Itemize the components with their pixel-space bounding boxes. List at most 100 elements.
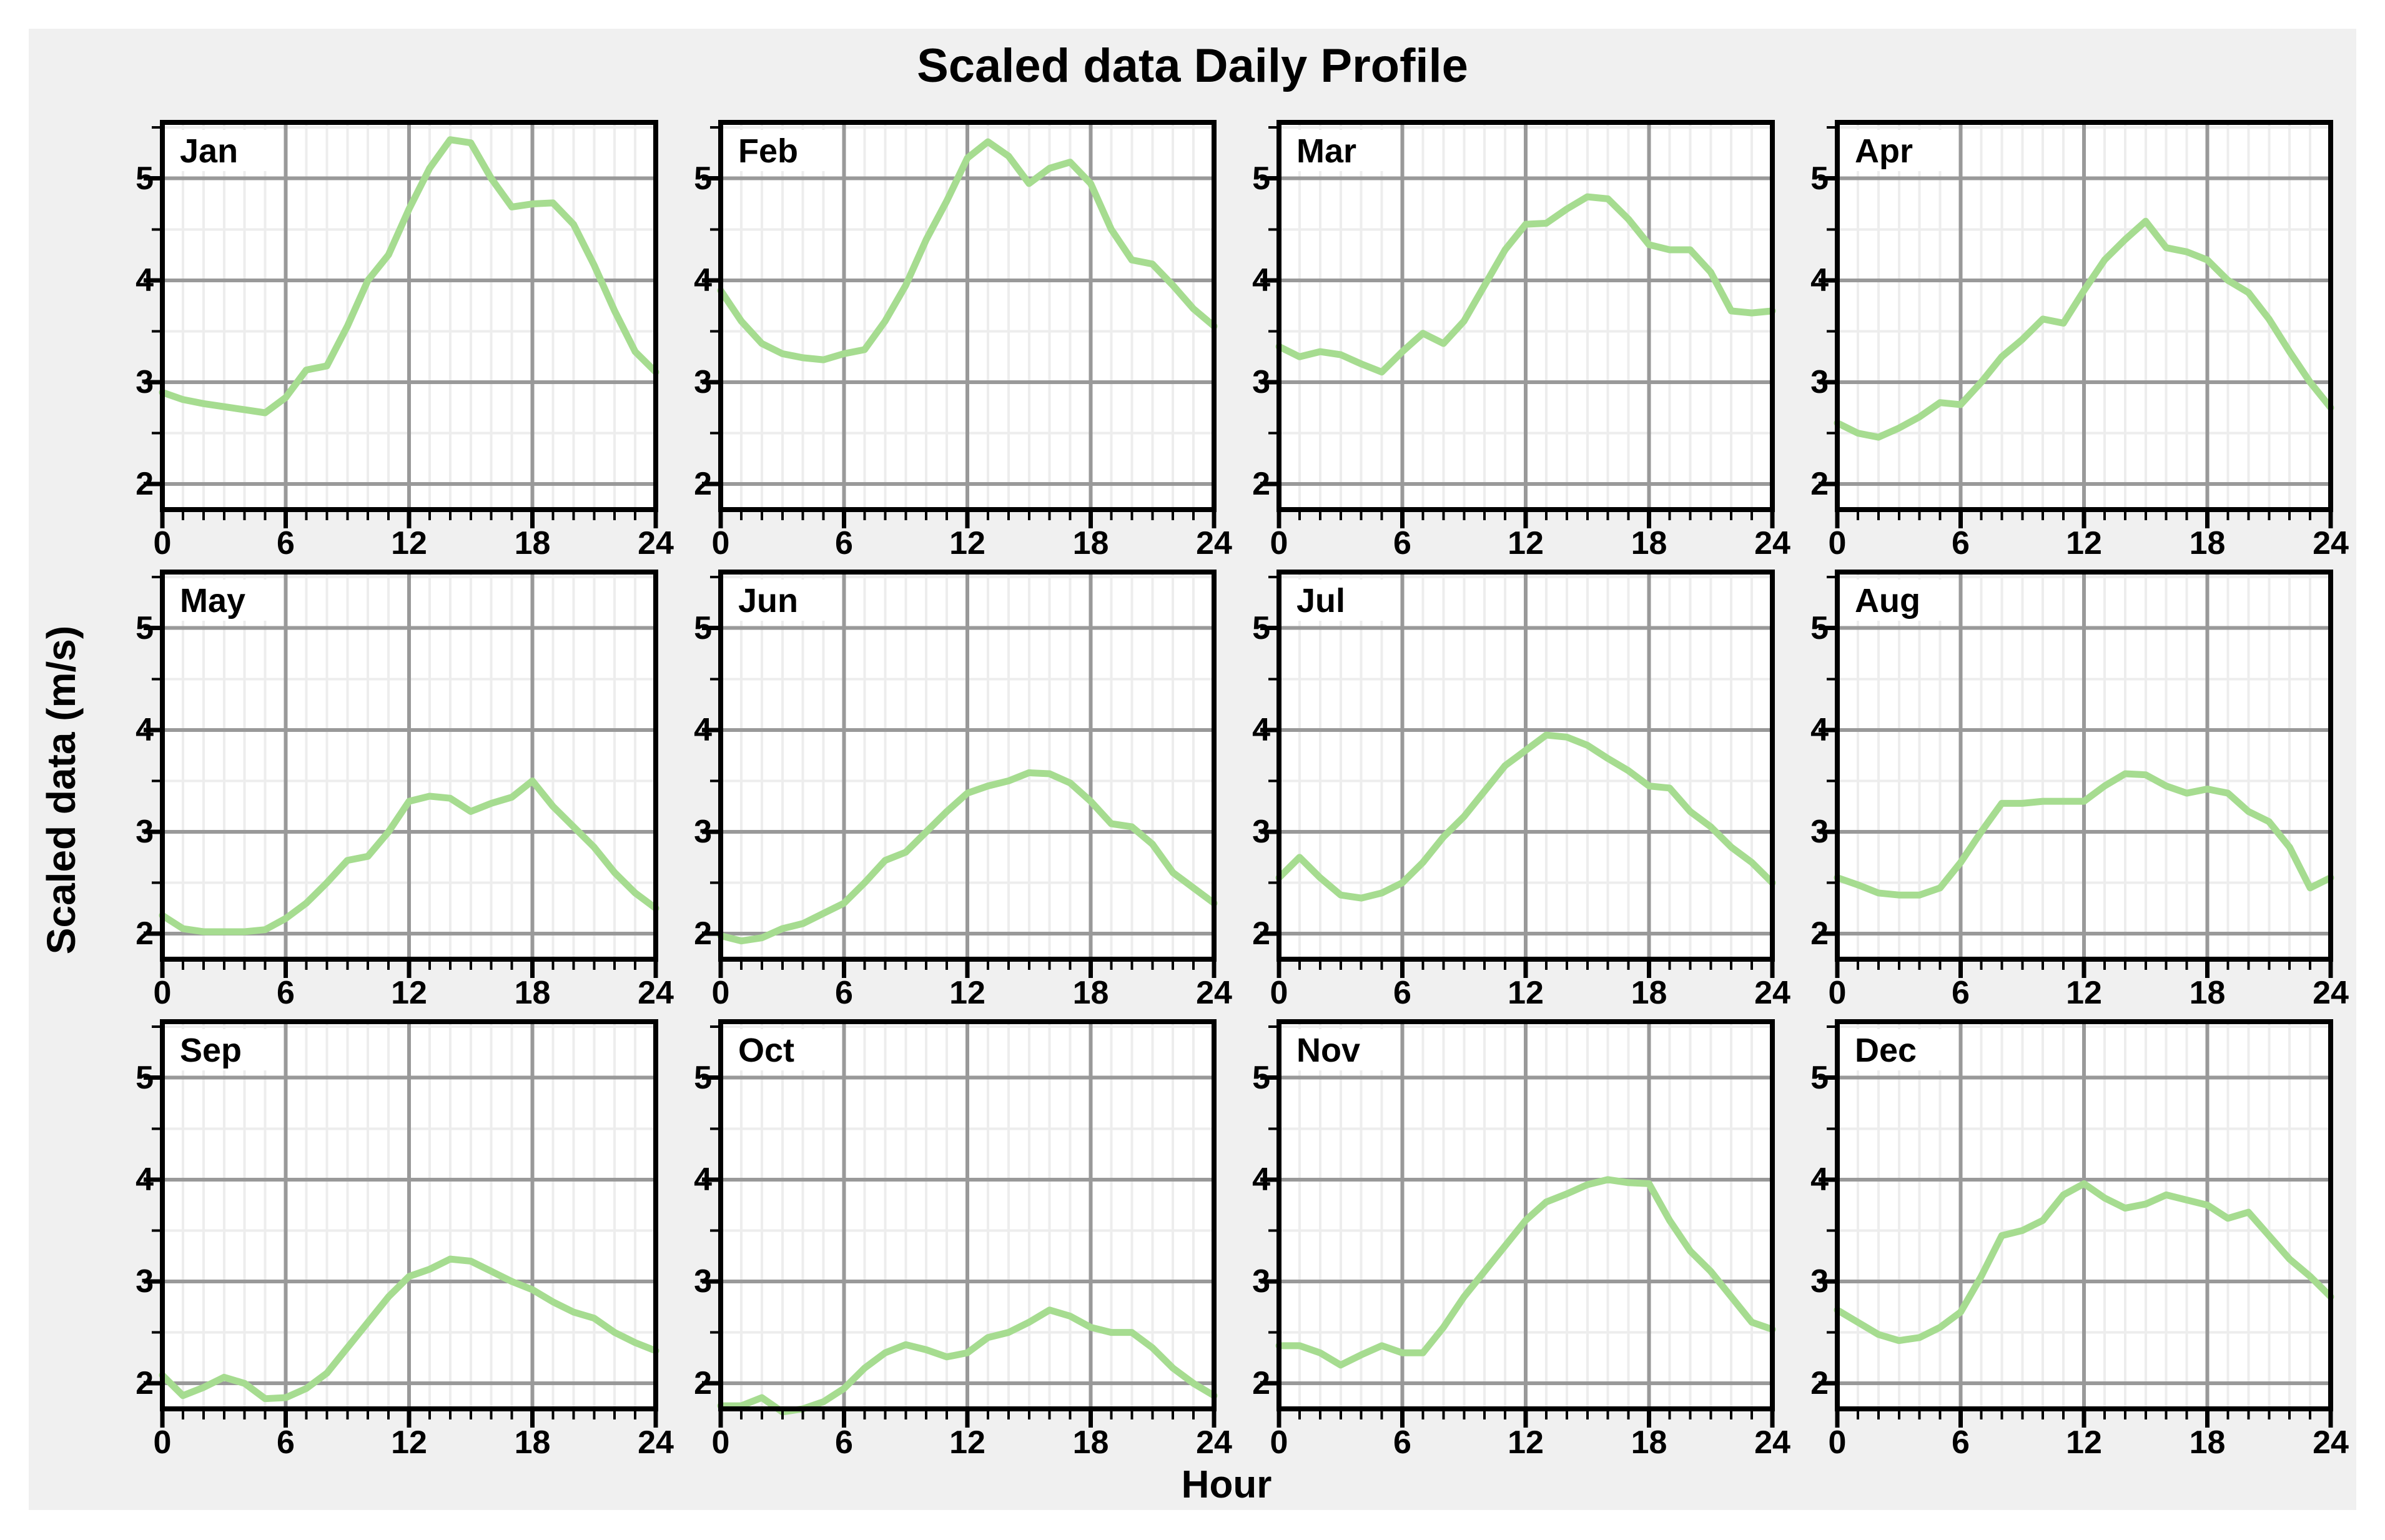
- panel-label: Jul: [1296, 582, 1345, 619]
- x-tick-labels: 0 6 12 18 24: [154, 1414, 674, 1461]
- data-line-may: [159, 777, 659, 935]
- y-axis-label: Scaled data (m/s): [39, 625, 84, 955]
- data-line-dec: [1834, 1180, 2334, 1345]
- plot-svg: Feb: [702, 120, 1218, 528]
- x-tick-label: 0: [1828, 975, 1847, 1011]
- x-tick-label: 18: [514, 1424, 551, 1461]
- plot-svg: May: [144, 570, 659, 978]
- x-tick-label: 24: [638, 1424, 674, 1461]
- x-tick-label: 12: [1508, 1424, 1544, 1461]
- x-tick-label: 12: [391, 975, 427, 1011]
- plot-svg: Jan: [144, 120, 659, 528]
- plot-frame: [1835, 120, 2333, 512]
- x-tick-label: 24: [1754, 975, 1790, 1011]
- x-axis-label: Hour: [1181, 1463, 1272, 1506]
- x-tick-label: 6: [835, 525, 853, 561]
- x-tick-label: 0: [711, 525, 730, 561]
- x-tick-label: 18: [514, 525, 551, 561]
- plot-frame: [1276, 1019, 1775, 1411]
- x-tick-label: 18: [1072, 1424, 1109, 1461]
- plot-svg: Jul: [1260, 570, 1776, 978]
- x-tick-label: 6: [835, 975, 853, 1011]
- x-tick-labels: 0 6 12 18 24: [1270, 515, 1790, 561]
- panel-label: Apr: [1855, 132, 1913, 170]
- plot-svg: Jun: [702, 570, 1218, 978]
- subplot-may: 5 4 3 2 May 0 6 12 18 24: [122, 570, 674, 1011]
- plot-frame: [160, 570, 658, 962]
- panel-label: Jan: [180, 132, 238, 170]
- plot-frame: [1835, 570, 2333, 962]
- plot-svg: Dec: [1819, 1019, 2334, 1428]
- panel-label: Aug: [1855, 582, 1920, 619]
- x-tick-labels: 0 6 12 18 24: [1829, 964, 2349, 1011]
- data-line-jul: [1275, 731, 1776, 902]
- x-tick-label: 12: [949, 975, 985, 1011]
- x-tick-label: 12: [949, 525, 985, 561]
- x-tick-label: 18: [1631, 525, 1667, 561]
- plot-frame: [160, 120, 658, 512]
- x-tick-label: 24: [1196, 525, 1232, 561]
- plot-frame: [718, 120, 1217, 512]
- x-tick-label: 18: [1631, 975, 1667, 1011]
- data-line-apr: [1834, 217, 2334, 441]
- x-tick-label: 0: [1270, 975, 1288, 1011]
- plot-frame: [718, 570, 1217, 962]
- plot-area: Oct: [702, 1019, 1218, 1428]
- x-tick-label: 6: [1393, 975, 1411, 1011]
- subplot-apr: 5 4 3 2 Apr 0 6 12 18 24: [1797, 120, 2349, 561]
- subplot-jun: 5 4 3 2 Jun 0 6 12 18 24: [681, 570, 1232, 1011]
- x-tick-label: 6: [1393, 1424, 1411, 1461]
- plot-area: Jun: [702, 570, 1218, 978]
- x-tick-label: 24: [638, 975, 674, 1011]
- panel-label: Nov: [1296, 1032, 1360, 1069]
- x-tick-label: 24: [1196, 1424, 1232, 1461]
- x-tick-label: 18: [1072, 525, 1109, 561]
- x-tick-label: 6: [1952, 1424, 1970, 1461]
- data-line-aug: [1834, 770, 2334, 899]
- panel-label: May: [180, 582, 245, 619]
- x-tick-label: 6: [277, 975, 295, 1011]
- chart-title: Scaled data Daily Profile: [917, 39, 1468, 92]
- panel-label: Mar: [1296, 132, 1356, 170]
- x-tick-label: 0: [1270, 1424, 1288, 1461]
- x-tick-label: 18: [514, 975, 551, 1011]
- x-tick-label: 12: [2066, 975, 2102, 1011]
- plot-frame: [1276, 570, 1775, 962]
- subplot-aug: 5 4 3 2 Aug 0 6 12 18 24: [1797, 570, 2349, 1011]
- plot-area: Feb: [702, 120, 1218, 528]
- plot-area: Apr: [1819, 120, 2334, 528]
- x-tick-label: 0: [711, 1424, 730, 1461]
- data-line-jun: [717, 769, 1218, 945]
- plot-svg: Aug: [1819, 570, 2334, 978]
- x-tick-label: 18: [2189, 1424, 2226, 1461]
- data-line-jan: [159, 136, 659, 417]
- x-tick-labels: 0 6 12 18 24: [1829, 1414, 2349, 1461]
- plot-frame: [1276, 120, 1775, 512]
- plot-area: Sep: [144, 1019, 659, 1428]
- x-tick-label: 24: [1754, 525, 1790, 561]
- plot-area: Aug: [1819, 570, 2334, 978]
- x-tick-labels: 0 6 12 18 24: [154, 964, 674, 1011]
- data-line-mar: [1275, 193, 1776, 376]
- x-tick-label: 6: [1952, 975, 1970, 1011]
- x-tick-label: 18: [1072, 975, 1109, 1011]
- x-tick-label: 18: [1631, 1424, 1667, 1461]
- plot-svg: Mar: [1260, 120, 1776, 528]
- x-tick-label: 0: [711, 975, 730, 1011]
- subplot-jan: 5 4 3 2 Jan 0 6 12 18 24: [122, 120, 674, 561]
- x-tick-label: 0: [153, 525, 172, 561]
- panel-label: Jun: [738, 582, 798, 619]
- x-tick-label: 0: [153, 1424, 172, 1461]
- subplot-jul: 5 4 3 2 Jul 0 6 12 18 24: [1239, 570, 1790, 1011]
- x-tick-label: 6: [277, 525, 295, 561]
- x-tick-label: 12: [391, 1424, 427, 1461]
- panel-label: Sep: [180, 1032, 242, 1069]
- subplot-grid: 5 4 3 2 Jan 0 6 12 18 24 5 4 3 2 Feb 0 6 12 18 24 5 4 3 2 Mar 0 6 1…: [122, 120, 2349, 1461]
- plot-area: Jul: [1260, 570, 1776, 978]
- panel-label: Oct: [738, 1032, 794, 1069]
- x-tick-labels: 0 6 12 18 24: [154, 515, 674, 561]
- x-tick-label: 0: [153, 975, 172, 1011]
- x-tick-labels: 0 6 12 18 24: [1270, 964, 1790, 1011]
- x-tick-labels: 0 6 12 18 24: [712, 1414, 1232, 1461]
